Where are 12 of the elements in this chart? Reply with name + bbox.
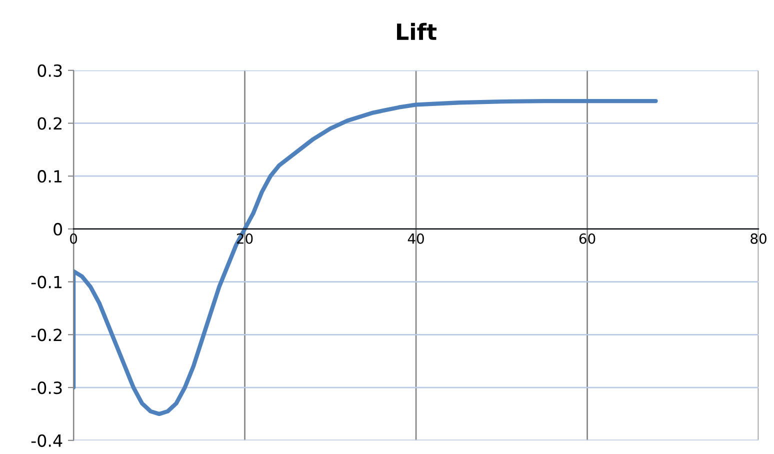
y-tick-label: -0.4 [31,434,62,447]
y-tick-label: 0.1 [38,170,62,183]
x-tick-label: 0 [70,233,78,244]
x-tick-label: 80 [750,233,766,244]
x-tick-label: 40 [408,233,424,244]
y-tick-label: -0.3 [31,381,62,394]
chart-title: Lift [397,22,437,40]
y-tick-label: 0.2 [38,117,62,130]
x-tick-label: 60 [579,233,596,244]
y-tick-label: -0.1 [31,276,62,288]
y-tick-label: -0.2 [31,328,62,342]
y-tick-label: 0.3 [38,64,62,77]
